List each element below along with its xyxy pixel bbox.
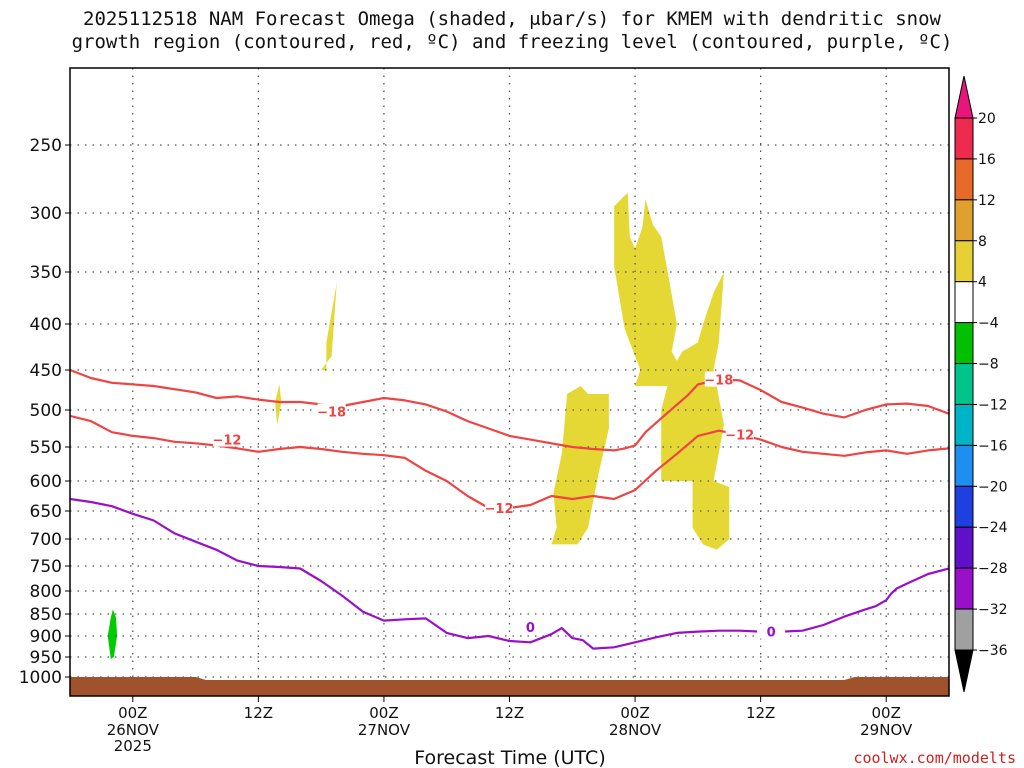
x-tick-date-0: 26NOV xyxy=(107,721,160,739)
chart-title-line2: growth region (contoured, red, ºC) and f… xyxy=(71,31,953,53)
colorbar-label-5: −4 xyxy=(978,316,999,332)
chart-title-line1: 2025112518 NAM Forecast Omega (shaded, μ… xyxy=(83,8,941,30)
contour-label-3: −12 xyxy=(485,502,514,517)
contour-label-bg-4 xyxy=(725,426,754,442)
colorbar-swatch-8 xyxy=(954,444,974,487)
contour-2 xyxy=(70,497,949,650)
x-tick-label-3: 12Z xyxy=(495,704,524,722)
colorbar-label-11: −28 xyxy=(978,561,1008,577)
y-tick-label-650: 650 xyxy=(30,502,62,522)
x-tick-date-2: 27NOV xyxy=(358,721,411,739)
colorbar-label-1: 16 xyxy=(978,152,996,168)
colorbar-label-3: 8 xyxy=(978,234,987,250)
x-tick-label-1: 12Z xyxy=(244,704,273,722)
colorbar-label-8: −16 xyxy=(978,438,1008,454)
x-tick-label-6: 00Z xyxy=(872,704,901,722)
colorbar-swatch-6 xyxy=(954,363,974,405)
ground-surface xyxy=(70,677,949,696)
x-tick-year-0: 2025 xyxy=(114,737,152,755)
colorbar-swatch-1 xyxy=(954,158,974,201)
y-tick-label-1000: 1000 xyxy=(19,668,62,688)
y-tick-label-550: 550 xyxy=(30,438,62,458)
contour-label-1: −18 xyxy=(704,374,733,389)
colorbar-label-13: −36 xyxy=(978,643,1008,659)
colorbar-swatch-0 xyxy=(954,117,974,160)
contour-label-4: −12 xyxy=(725,428,754,443)
ground-fill xyxy=(70,677,949,696)
contour-lines: −18 −18 −12 −12 −12 0 0 xyxy=(70,368,949,650)
colorbar-label-4: 4 xyxy=(978,275,987,291)
colorbar-label-12: −32 xyxy=(978,602,1008,618)
y-tick-label-850: 850 xyxy=(30,605,62,625)
colorbar-swatch-last xyxy=(954,608,974,651)
y-tick-label-950: 950 xyxy=(30,648,62,668)
y-tick-label-300: 300 xyxy=(30,204,62,224)
y-tick-label-900: 900 xyxy=(30,627,62,647)
colorbar-label-7: −12 xyxy=(978,397,1008,413)
x-axis-label: Forecast Time (UTC) xyxy=(414,747,605,768)
colorbar: 20 16 12 8 4 −4 −8 −12 −16 −20 −24 −28 −32 −36 xyxy=(954,75,1008,693)
omega-region-1 xyxy=(275,384,282,425)
y-axis: 2503003504004505005506006507007508008509… xyxy=(19,136,70,688)
x-tick-label-2: 00Z xyxy=(369,704,398,722)
omega-region-3 xyxy=(614,192,683,386)
y-tick-label-600: 600 xyxy=(30,472,62,492)
contour-label-bg-3 xyxy=(485,500,514,515)
contour-label-bg-1 xyxy=(704,371,733,387)
colorbar-top-arrow xyxy=(954,75,974,119)
y-tick-label-750: 750 xyxy=(30,557,62,577)
contour-label-bg-0 xyxy=(317,403,346,419)
colorbar-bottom-arrow xyxy=(954,649,974,693)
colorbar-label-2: 12 xyxy=(978,193,996,209)
colorbar-label-0: 20 xyxy=(978,111,996,127)
colorbar-label-6: −8 xyxy=(978,357,999,373)
colorbar-swatch-10 xyxy=(954,526,974,569)
x-tick-date-4: 28NOV xyxy=(609,721,662,739)
y-tick-label-400: 400 xyxy=(30,315,62,335)
colorbar-swatch-2 xyxy=(954,199,974,242)
colorbar-swatch-11 xyxy=(954,567,974,610)
x-tick-label-4: 00Z xyxy=(620,704,649,722)
contour-label-5: 0 xyxy=(526,621,535,636)
colorbar-swatch-3 xyxy=(954,240,974,283)
colorbar-swatch-7 xyxy=(954,403,974,446)
contour-label-bg-6 xyxy=(757,623,786,639)
x-tick-label-5: 12Z xyxy=(746,704,775,722)
y-tick-label-350: 350 xyxy=(30,263,62,283)
colorbar-label-9: −20 xyxy=(978,479,1008,495)
x-tick-label-0: 00Z xyxy=(118,704,147,722)
omega-region-0 xyxy=(321,282,337,370)
omega-region-5 xyxy=(107,609,118,659)
contour-label-bg-5 xyxy=(516,619,545,635)
y-tick-label-450: 450 xyxy=(30,361,62,381)
contour-0 xyxy=(70,368,949,452)
y-tick-label-700: 700 xyxy=(30,530,62,550)
x-tick-date-6: 29NOV xyxy=(860,721,913,739)
colorbar-label-10: −24 xyxy=(978,520,1008,536)
colorbar-swatch-4 xyxy=(954,281,974,324)
plot-background xyxy=(70,68,949,696)
colorbar-swatch-9 xyxy=(954,485,974,528)
omega-shading xyxy=(107,192,730,659)
contour-label-0: −18 xyxy=(317,405,346,420)
contour-label-2: −12 xyxy=(212,434,241,449)
colorbar-swatch-5 xyxy=(954,322,974,365)
omega-region-2 xyxy=(551,386,609,545)
y-tick-label-500: 500 xyxy=(30,401,62,421)
watermark: coolwx.com/modelts xyxy=(853,749,1016,767)
plot-area xyxy=(70,68,949,696)
contour-label-6: 0 xyxy=(767,626,776,641)
contour-label-bg-2 xyxy=(212,431,241,447)
y-tick-label-250: 250 xyxy=(30,136,62,156)
y-tick-label-800: 800 xyxy=(30,582,62,602)
omega-region-4 xyxy=(661,272,730,550)
